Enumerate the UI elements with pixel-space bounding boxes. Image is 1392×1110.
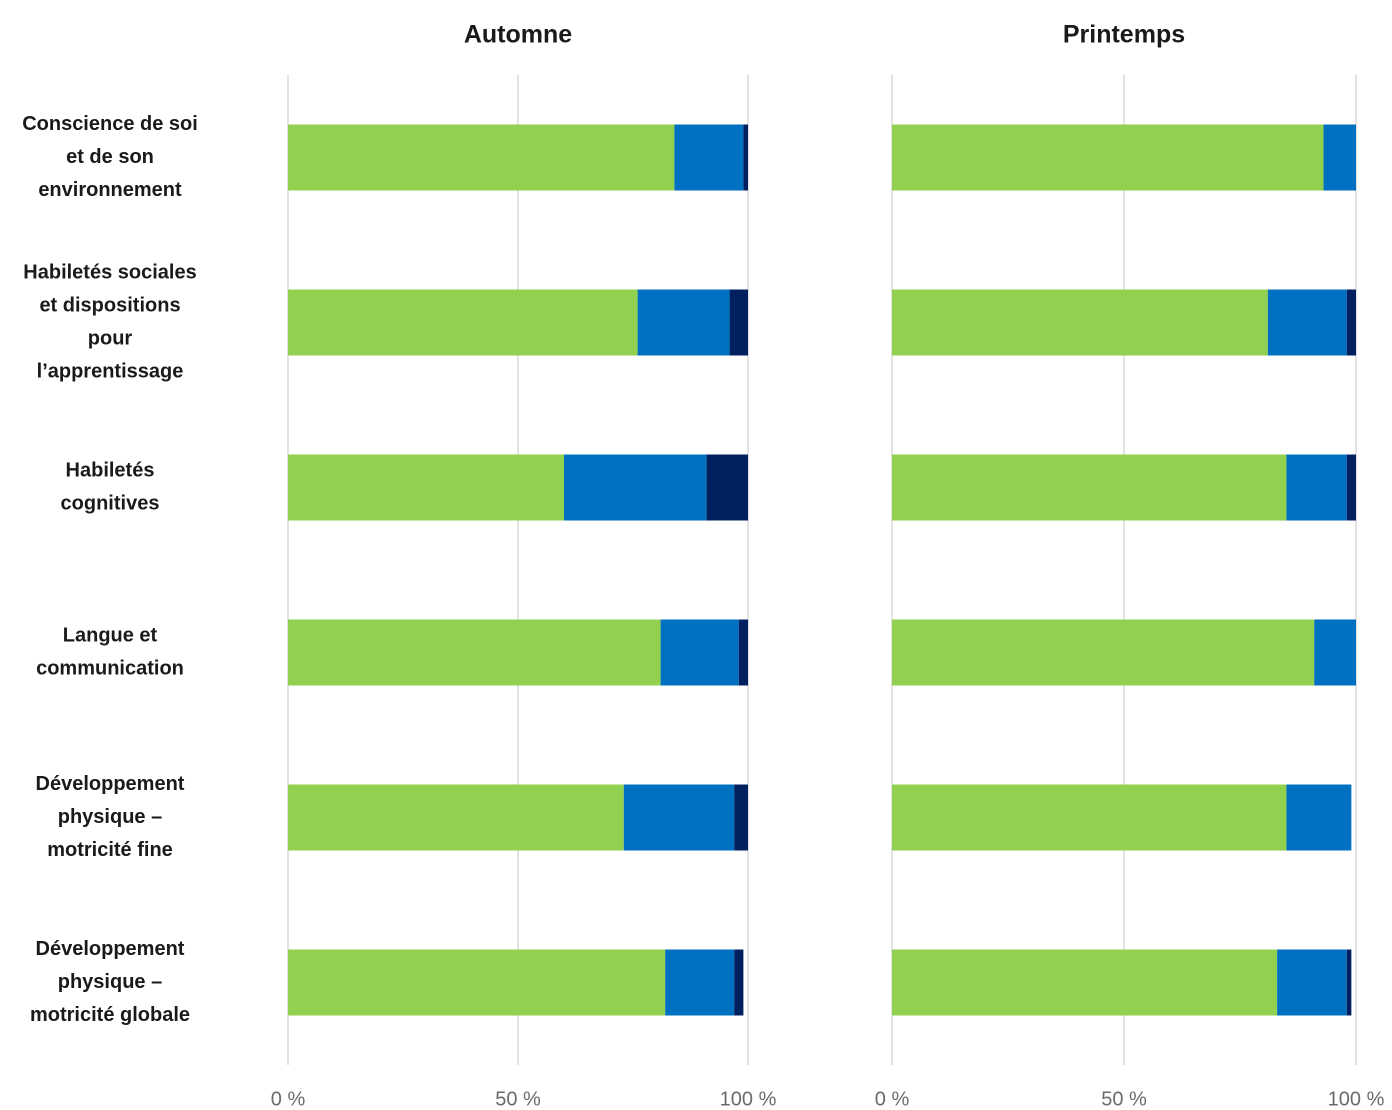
bar-segment-3: [734, 784, 748, 851]
bar-segment-3: [738, 619, 748, 686]
bar-segment-3: [706, 454, 748, 521]
category-label-line: cognitives: [61, 492, 160, 514]
bar-segment-1: [288, 289, 638, 356]
bar-segment-1: [288, 124, 675, 191]
category-label-line: physique –: [58, 971, 162, 993]
category-label-line: Habiletés sociales: [23, 261, 196, 283]
bar-segment-1: [892, 784, 1287, 851]
bar-segment-2: [665, 949, 735, 1016]
category-label-line: motricité fine: [47, 839, 173, 861]
bar-segment-3: [729, 289, 748, 356]
bar-segment-2: [623, 784, 735, 851]
category-label-line: communication: [36, 657, 184, 679]
bar-segment-2: [1277, 949, 1347, 1016]
bar-segment-3: [743, 124, 748, 191]
bar-segment-1: [892, 619, 1315, 686]
bar-segment-1: [288, 784, 624, 851]
x-tick-label: 0 %: [271, 1088, 306, 1110]
x-tick-label: 0 %: [875, 1088, 910, 1110]
bar-segment-2: [1267, 289, 1347, 356]
bar-segment-2: [1286, 454, 1347, 521]
category-label-line: Développement: [36, 938, 185, 960]
panel-title: Automne: [464, 21, 572, 49]
x-tick-label: 100 %: [720, 1088, 777, 1110]
bar-segment-1: [892, 454, 1287, 521]
category-label-line: et de son: [66, 146, 154, 168]
x-tick-label: 50 %: [495, 1088, 541, 1110]
x-tick-label: 100 %: [1328, 1088, 1385, 1110]
category-label-line: Conscience de soi: [22, 113, 198, 135]
category-label-line: environnement: [38, 179, 182, 201]
bar-segment-2: [674, 124, 744, 191]
category-label: Habiletés sociales et dispositions pour l’a…: [23, 261, 196, 382]
bar-segment-3: [734, 949, 744, 1016]
bar-segment-2: [660, 619, 739, 686]
category-label-line: Développement: [36, 773, 185, 795]
bar-segment-1: [288, 619, 661, 686]
panel-title: Printemps: [1063, 21, 1185, 49]
x-tick-label: 50 %: [1101, 1088, 1147, 1110]
category-label-line: physique –: [58, 806, 162, 828]
bar-segment-2: [1323, 124, 1356, 191]
category-label: Langue et communication: [36, 624, 184, 679]
category-label-line: motricité globale: [30, 1004, 190, 1026]
bar-segment-1: [892, 289, 1268, 356]
category-label-line: l’apprentissage: [37, 360, 184, 382]
bar-segment-2: [637, 289, 730, 356]
bar-segment-3: [1346, 454, 1356, 521]
category-label-line: Langue et: [63, 624, 158, 646]
bar-segment-1: [288, 949, 666, 1016]
category-label: Habiletés cognitives: [61, 459, 160, 514]
bar-segment-2: [1314, 619, 1356, 686]
bar-segment-2: [564, 454, 707, 521]
bar-segment-2: [1286, 784, 1352, 851]
bar-segment-1: [892, 949, 1278, 1016]
category-label: Conscience de soi et de son environnement: [22, 113, 198, 201]
bar-segment-3: [1346, 949, 1352, 1016]
category-label-line: Habiletés: [66, 459, 155, 481]
bar-segment-1: [892, 124, 1324, 191]
category-label: Développement physique – motricité fine: [36, 773, 185, 861]
bar-segment-1: [288, 454, 564, 521]
bar-segment-3: [1346, 289, 1356, 356]
category-label-line: pour: [88, 327, 133, 349]
category-label: Développement physique – motricité globale: [30, 938, 190, 1026]
category-label-line: et dispositions: [39, 294, 180, 316]
